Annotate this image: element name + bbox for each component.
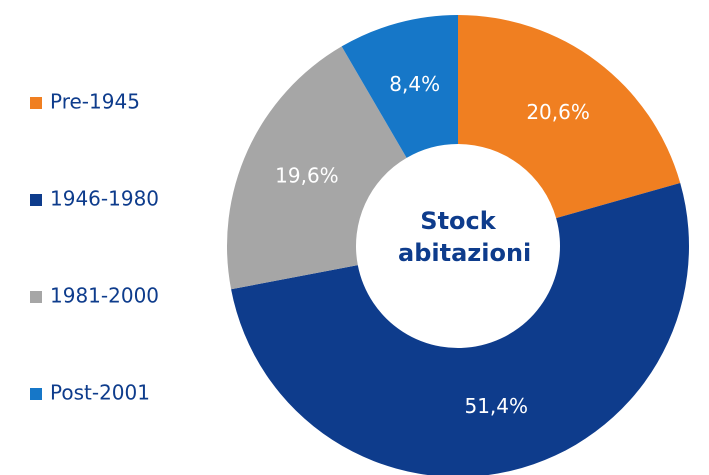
- data-label: 8,4%: [389, 72, 440, 96]
- data-label: 51,4%: [464, 394, 528, 418]
- legend-swatch: [30, 194, 42, 206]
- donut-slice: [231, 182, 690, 475]
- data-label: 20,6%: [526, 100, 590, 124]
- donut-slice: [341, 15, 458, 158]
- donut-slice: [458, 15, 681, 219]
- legend-label: 1946-1980: [50, 187, 159, 211]
- legend-label: 1981-2000: [50, 284, 159, 308]
- legend-swatch: [30, 97, 42, 109]
- legend-swatch: [30, 291, 42, 303]
- chart-title: Stock abitazioni: [398, 207, 532, 267]
- legend-label: Pre-1945: [50, 90, 140, 114]
- legend-swatch: [30, 388, 42, 400]
- legend-label: Post-2001: [50, 381, 150, 405]
- donut-slice: [226, 46, 407, 290]
- data-label: 19,6%: [275, 164, 339, 188]
